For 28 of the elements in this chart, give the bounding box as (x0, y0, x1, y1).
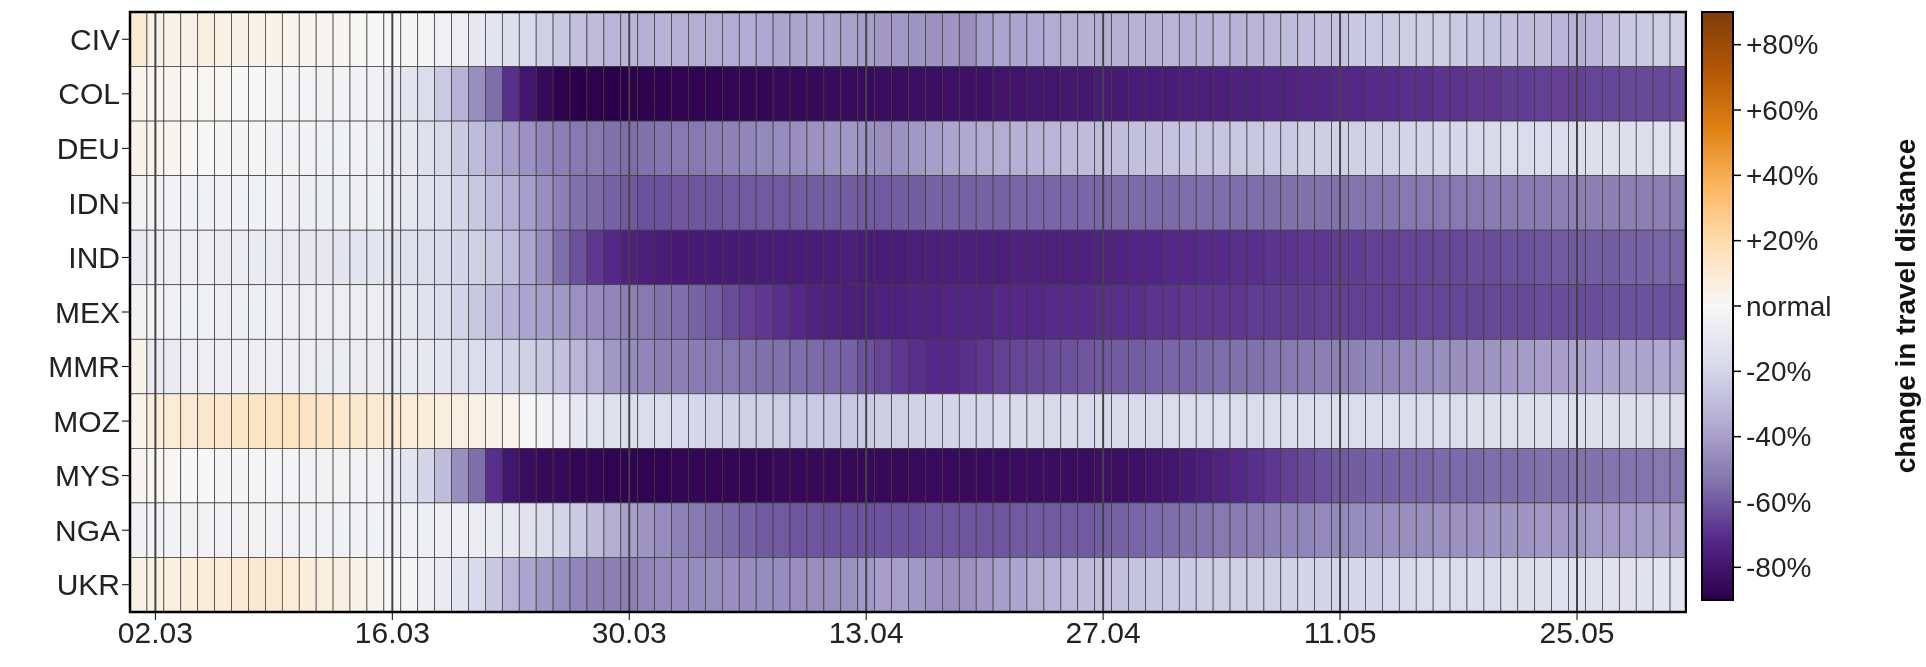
y-tick-label: MYS (54, 459, 120, 493)
color-bar-title: change in travel distance (1889, 138, 1921, 474)
x-tick-label: 25.05 (1539, 616, 1615, 650)
x-tick-label: 02.03 (117, 616, 193, 650)
y-tick-label: MMR (48, 350, 120, 384)
color-bar-label: -40% (1746, 421, 1812, 453)
color-bar-label: +40% (1746, 159, 1819, 191)
y-tick-label: COL (58, 77, 120, 111)
color-bar-label: +60% (1746, 94, 1819, 126)
x-tick-label: 16.03 (354, 616, 430, 650)
color-bar-label: normal (1746, 290, 1832, 322)
y-tick-label: UKR (56, 568, 120, 602)
color-bar-label: +80% (1746, 29, 1819, 61)
y-tick-label: CIV (69, 22, 120, 56)
y-tick-label: IDN (68, 186, 120, 220)
y-tick-label: DEU (56, 132, 120, 166)
color-bar-label: -60% (1746, 486, 1812, 518)
y-tick-label: IND (68, 241, 120, 275)
x-tick-label: 11.05 (1303, 616, 1377, 650)
color-bar-label: -80% (1746, 551, 1812, 583)
y-tick-label: MEX (54, 295, 120, 329)
x-tick-label: 13.04 (828, 616, 904, 650)
x-tick-label: 30.03 (591, 616, 667, 650)
y-tick-label: MOZ (53, 404, 120, 438)
color-bar-label: +20% (1746, 225, 1819, 257)
x-tick-label: 27.04 (1065, 616, 1141, 650)
color-bar-label: -20% (1746, 355, 1812, 387)
y-tick-label: NGA (54, 513, 120, 547)
